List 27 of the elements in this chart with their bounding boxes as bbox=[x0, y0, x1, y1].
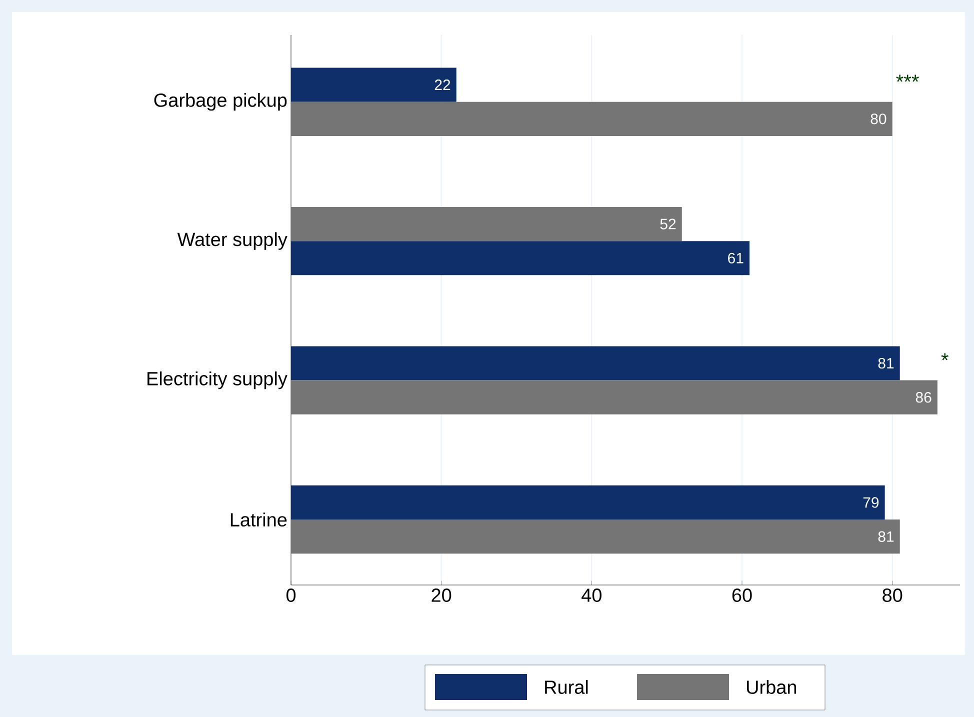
x-tick-label: 80 bbox=[882, 588, 902, 602]
data-label: 22 bbox=[434, 80, 450, 90]
legend-label: Rural bbox=[545, 680, 588, 694]
legend-label: Urban bbox=[746, 680, 796, 694]
data-label: 79 bbox=[863, 497, 879, 508]
y-tick-label: Water supply bbox=[177, 232, 288, 250]
x-tick-label: 20 bbox=[432, 588, 452, 602]
annotation: * bbox=[941, 353, 948, 360]
data-label: 80 bbox=[870, 114, 886, 124]
annotation: *** bbox=[896, 74, 919, 82]
bar bbox=[291, 346, 900, 380]
bar bbox=[291, 68, 456, 102]
bar bbox=[291, 102, 892, 136]
y-tick-label: Electricity supply bbox=[148, 371, 288, 390]
data-label: 52 bbox=[660, 218, 676, 230]
data-label: 81 bbox=[878, 358, 894, 369]
data-label: 81 bbox=[878, 531, 894, 542]
x-tick-label: 0 bbox=[286, 588, 296, 602]
y-tick-label: Latrine bbox=[230, 512, 287, 527]
bar bbox=[291, 485, 885, 520]
x-tick-label: 40 bbox=[582, 588, 602, 602]
data-label: 61 bbox=[728, 252, 744, 264]
y-tick-label: Garbage pickup bbox=[154, 92, 287, 111]
bar bbox=[291, 380, 938, 414]
data-label: 86 bbox=[916, 392, 932, 403]
x-tick-label: 60 bbox=[732, 588, 752, 602]
bar bbox=[291, 520, 900, 554]
